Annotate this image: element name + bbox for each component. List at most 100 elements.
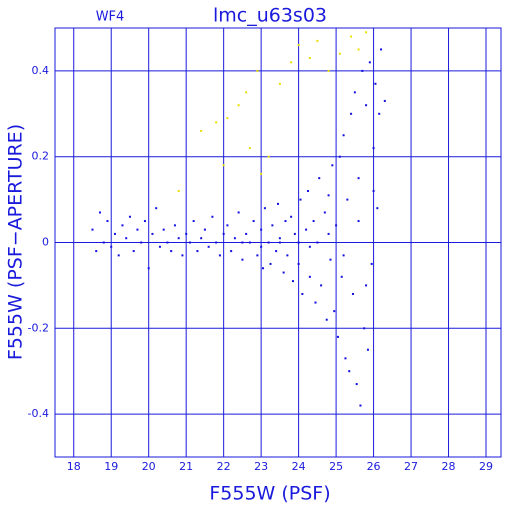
- data-point: [348, 370, 351, 373]
- data-point: [278, 237, 281, 240]
- data-point: [368, 61, 371, 64]
- data-point: [252, 220, 255, 223]
- data-point: [248, 241, 251, 244]
- data-point: [323, 211, 326, 214]
- data-point: [340, 275, 343, 278]
- data-point: [357, 177, 360, 180]
- data-point: [121, 224, 124, 227]
- data-point: [355, 383, 358, 386]
- data-point: [196, 250, 199, 253]
- data-point: [181, 254, 184, 257]
- data-point: [113, 232, 116, 235]
- data-point: [286, 254, 289, 257]
- data-point: [271, 224, 274, 227]
- x-tick-label: 29: [479, 460, 493, 473]
- data-point: [301, 292, 304, 295]
- chart-title: lmc_u63s03: [213, 5, 327, 27]
- data-point: [241, 241, 244, 244]
- data-point: [260, 245, 263, 248]
- data-point: [132, 250, 135, 253]
- data-point: [260, 228, 263, 231]
- y-tick-label: -0.4: [28, 407, 49, 420]
- data-point: [233, 237, 236, 240]
- data-point: [314, 301, 317, 304]
- data-point: [350, 112, 353, 115]
- x-tick-label: 22: [217, 460, 231, 473]
- data-point: [200, 129, 203, 132]
- data-point: [269, 262, 272, 265]
- data-point: [256, 254, 259, 257]
- data-point: [290, 61, 293, 64]
- panel-label: WF4: [96, 10, 125, 25]
- data-point: [372, 190, 375, 193]
- data-point: [237, 211, 240, 214]
- data-point: [297, 44, 300, 47]
- data-point: [95, 250, 98, 253]
- data-point: [177, 237, 180, 240]
- data-point: [383, 99, 386, 102]
- data-point: [173, 224, 176, 227]
- data-point: [291, 280, 294, 283]
- data-point: [351, 292, 354, 295]
- data-point: [200, 237, 203, 240]
- data-point: [158, 245, 161, 248]
- data-point: [308, 275, 311, 278]
- x-tick-label: 26: [367, 460, 381, 473]
- x-tick-label: 19: [104, 460, 118, 473]
- x-tick-label: 28: [442, 460, 456, 473]
- x-tick-label: 18: [67, 460, 81, 473]
- data-point: [297, 241, 300, 244]
- data-point: [241, 258, 244, 261]
- data-point: [263, 207, 266, 210]
- data-point: [374, 82, 377, 85]
- data-point: [215, 241, 218, 244]
- data-point: [327, 69, 330, 72]
- data-point: [260, 172, 263, 175]
- data-point: [359, 404, 362, 407]
- data-point: [318, 177, 321, 180]
- data-point: [128, 215, 131, 218]
- data-point: [297, 262, 300, 265]
- data-point: [170, 250, 173, 253]
- data-point: [316, 39, 319, 42]
- data-point: [140, 241, 143, 244]
- data-point: [207, 245, 210, 248]
- data-point: [98, 211, 101, 214]
- y-tick-label: 0.4: [32, 64, 50, 77]
- data-point: [248, 147, 251, 150]
- data-point: [346, 198, 349, 201]
- data-point: [245, 91, 248, 94]
- y-tick-label: 0.2: [32, 150, 50, 163]
- data-point: [353, 91, 356, 94]
- data-point: [275, 250, 278, 253]
- data-point: [215, 121, 218, 124]
- data-point: [222, 164, 225, 167]
- data-point: [125, 237, 128, 240]
- data-point: [267, 155, 270, 158]
- data-point: [188, 241, 191, 244]
- data-point: [316, 241, 319, 244]
- y-tick-label: 0: [42, 236, 49, 249]
- data-point: [147, 267, 150, 270]
- data-point: [370, 262, 373, 265]
- data-point: [192, 220, 195, 223]
- data-point: [226, 117, 229, 120]
- data-point: [357, 220, 360, 223]
- data-point: [203, 228, 206, 231]
- data-point: [372, 147, 375, 150]
- data-point: [380, 48, 383, 51]
- data-point: [267, 241, 270, 244]
- data-point: [277, 202, 279, 205]
- data-point: [338, 155, 341, 158]
- data-point: [256, 69, 259, 72]
- data-point: [278, 82, 281, 85]
- data-point: [185, 232, 188, 235]
- data-point: [151, 232, 154, 235]
- data-point: [327, 194, 330, 197]
- data-point: [357, 48, 360, 51]
- data-point: [155, 207, 158, 210]
- data-point: [143, 220, 146, 223]
- data-point: [361, 69, 364, 72]
- data-point: [306, 190, 309, 193]
